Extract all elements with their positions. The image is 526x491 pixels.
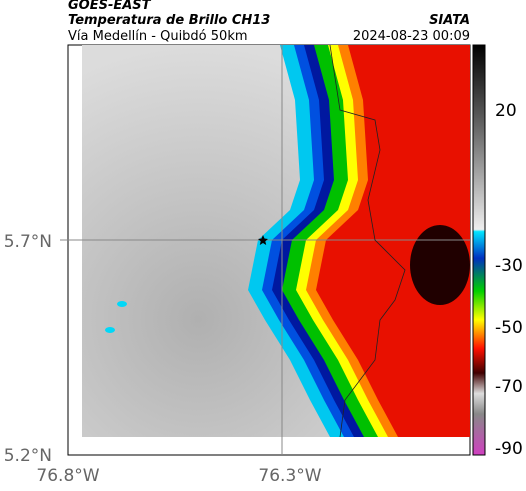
lat-label: 5.2°N [4, 446, 52, 466]
location-marker [257, 235, 268, 245]
lat-label: 5.7°N [4, 232, 52, 252]
title: GOES-EAST [68, 0, 152, 13]
lon-label: 76.8°W [36, 466, 99, 486]
colorbar-tick-label: -30 [495, 256, 523, 276]
lon-label: 76.3°W [258, 466, 321, 486]
colorbar-tick-label: -90 [495, 439, 523, 459]
border-line [329, 44, 406, 438]
subtitle: Temperatura de Brillo CH13 [68, 13, 270, 28]
colorbar [472, 44, 486, 456]
satellite-field [82, 45, 470, 437]
cold-core [410, 225, 470, 305]
colorbar-tick-label: -70 [495, 377, 523, 397]
colorbar-tick-label: -50 [495, 318, 523, 338]
cloud-patch [117, 301, 127, 307]
source: SIATA [429, 13, 470, 28]
cloud-patch [105, 327, 115, 333]
region: Vía Medellín - Quibdó 50km [68, 29, 248, 44]
cloud-band [316, 45, 470, 437]
timestamp: 2024-08-23 00:09 [353, 29, 470, 44]
colorbar-tick-label: 20 [495, 101, 517, 121]
